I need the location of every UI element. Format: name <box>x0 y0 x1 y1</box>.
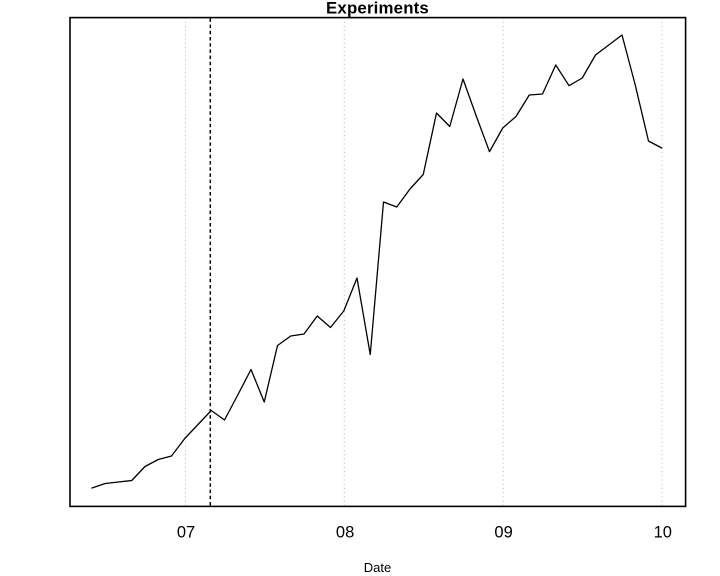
svg-text:07: 07 <box>177 524 195 542</box>
svg-text:09: 09 <box>494 524 512 542</box>
svg-text:08: 08 <box>336 524 354 542</box>
svg-text:10: 10 <box>654 524 672 542</box>
svg-text:Experiments: Experiments <box>326 0 429 17</box>
svg-text:Date: Date <box>364 560 391 575</box>
